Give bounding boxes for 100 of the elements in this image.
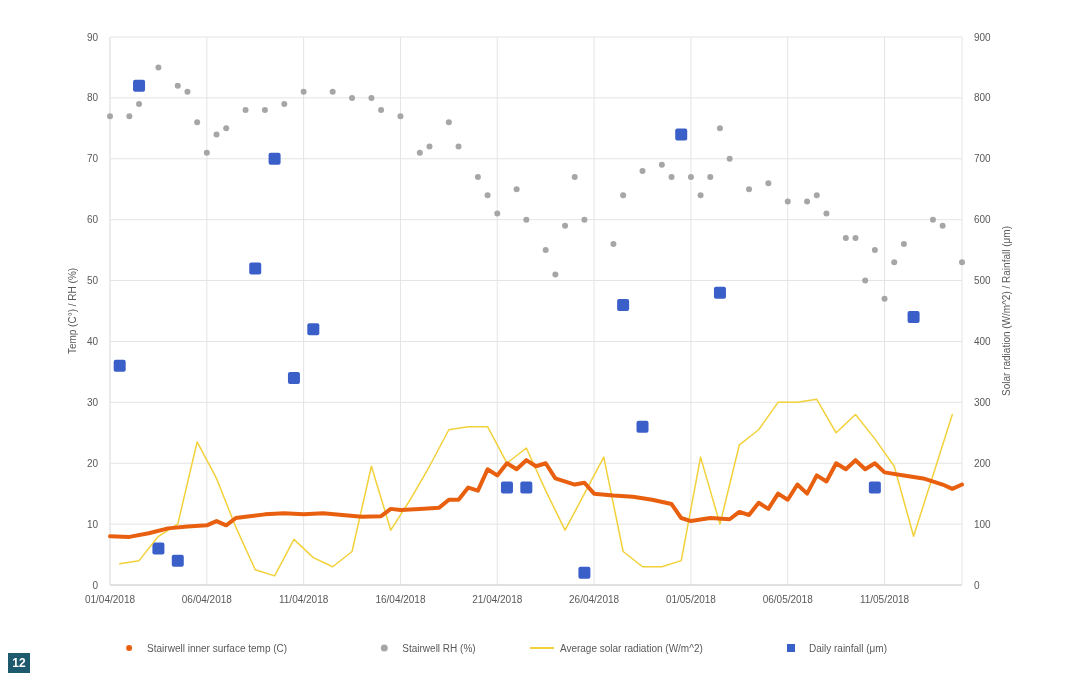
x-tick-label: 06/04/2018 — [181, 594, 233, 605]
y-tick-label: 50 — [86, 275, 99, 287]
y2-tick-label: 700 — [974, 153, 992, 165]
x-tick-label: 11/05/2018 — [859, 594, 910, 605]
y2-axis-title: Solar radiation (W/m^2) / Rainfall (μm) — [1001, 226, 1012, 396]
y-tick-label: 10 — [86, 518, 99, 530]
y-tick-label: 70 — [86, 153, 99, 165]
point — [523, 216, 530, 223]
x-tick-label: 21/04/2018 — [472, 594, 523, 605]
y-tick-label: 0 — [92, 579, 99, 591]
point — [658, 161, 665, 168]
line-series — [108, 458, 964, 539]
point — [242, 107, 249, 114]
x-tick-label: 16/04/2018 — [375, 594, 426, 605]
x-tick-label: 26/04/2018 — [569, 594, 620, 605]
point — [581, 216, 588, 223]
point — [171, 554, 184, 567]
point — [261, 107, 268, 114]
point — [765, 180, 772, 187]
point — [329, 88, 336, 95]
point — [716, 125, 723, 132]
point — [862, 277, 869, 284]
point — [562, 222, 569, 229]
point — [610, 241, 617, 248]
y2-tick-label: 500 — [974, 275, 992, 287]
point — [513, 186, 520, 193]
y-tick-label: 80 — [86, 92, 99, 104]
y2-tick-label: 300 — [974, 396, 992, 408]
y2-tick-label: 800 — [974, 92, 992, 104]
y2-tick-label: 900 — [974, 31, 992, 43]
point — [378, 107, 385, 114]
point — [349, 94, 356, 101]
point — [823, 210, 830, 217]
point — [687, 174, 694, 181]
point — [223, 125, 230, 132]
y-tick-label: 20 — [86, 457, 99, 469]
point — [520, 481, 533, 494]
point — [939, 222, 946, 229]
point — [397, 113, 404, 120]
point — [484, 192, 491, 199]
x-tick-label: 01/05/2018 — [665, 594, 717, 605]
point — [746, 186, 752, 193]
point — [426, 143, 433, 150]
y2-tick-label: 600 — [974, 214, 992, 226]
y2-tick-label: 100 — [974, 518, 992, 530]
point — [620, 192, 627, 199]
text: 12 — [12, 656, 26, 671]
point — [126, 113, 133, 120]
point — [213, 131, 220, 138]
y-tick-label: 60 — [86, 214, 99, 226]
point — [174, 82, 181, 89]
point — [907, 311, 920, 324]
point — [416, 149, 423, 156]
point — [959, 259, 965, 266]
point — [571, 174, 578, 181]
point — [697, 192, 704, 199]
point — [133, 79, 146, 92]
point — [268, 152, 281, 165]
point — [675, 128, 688, 141]
point — [726, 155, 733, 162]
point — [852, 234, 859, 241]
point — [552, 271, 559, 278]
point — [184, 88, 191, 95]
y2-tick-label: 0 — [974, 579, 980, 591]
point — [155, 64, 162, 71]
point — [813, 192, 820, 199]
point — [542, 247, 549, 254]
x-tick-label: 11/04/2018 — [278, 594, 329, 605]
x-tick-label: 01/04/2018 — [84, 594, 136, 605]
point — [842, 234, 849, 241]
point — [804, 198, 811, 205]
point — [474, 174, 481, 181]
y-tick-label: 40 — [86, 335, 99, 347]
point — [203, 149, 210, 156]
point — [929, 216, 936, 223]
point — [300, 88, 307, 95]
point — [578, 566, 591, 579]
point — [900, 241, 907, 248]
point — [445, 119, 452, 126]
point — [891, 259, 898, 266]
point — [455, 143, 462, 150]
point — [707, 174, 714, 181]
point — [784, 198, 791, 205]
point — [868, 481, 881, 494]
point — [136, 100, 143, 107]
point — [871, 247, 878, 254]
y-tick-label: 90 — [86, 31, 99, 43]
line-series — [118, 398, 954, 577]
point — [107, 113, 113, 120]
legend-label: Daily rainfall (μm) — [809, 642, 887, 654]
point — [668, 174, 675, 181]
point — [636, 420, 649, 433]
legend-label: Stairwell inner surface temp (C) — [147, 642, 288, 654]
point — [281, 100, 288, 107]
point — [287, 371, 300, 384]
legend-label: Stairwell RH (%) — [402, 642, 476, 654]
y-tick-label: 30 — [86, 396, 99, 408]
point — [194, 119, 201, 126]
point — [494, 210, 501, 217]
point — [249, 262, 262, 275]
